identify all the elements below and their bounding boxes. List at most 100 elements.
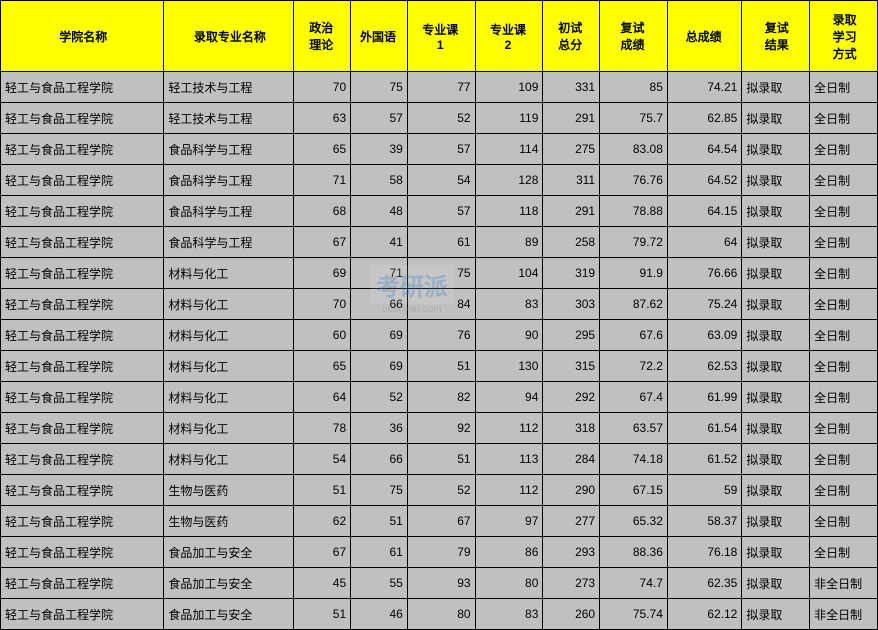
- table-cell: 67: [294, 537, 351, 568]
- table-cell: 75.7: [600, 103, 668, 134]
- table-cell: 轻工与食品工程学院: [1, 196, 164, 227]
- table-cell: 284: [543, 444, 600, 475]
- column-header: 复试成绩: [600, 1, 668, 72]
- table-cell: 全日制: [810, 72, 878, 103]
- table-cell: 食品加工与安全: [164, 568, 294, 599]
- table-cell: 材料与化工: [164, 258, 294, 289]
- table-cell: 拟录取: [742, 413, 810, 444]
- table-cell: 75: [407, 258, 475, 289]
- table-cell: 52: [407, 103, 475, 134]
- column-header: 初试总分: [543, 1, 600, 72]
- table-cell: 61: [407, 227, 475, 258]
- table-cell: 62.85: [667, 103, 741, 134]
- column-header: 政治理论: [294, 1, 351, 72]
- table-body: 轻工与食品工程学院轻工技术与工程7075771093318574.21拟录取全日…: [1, 72, 878, 630]
- table-cell: 319: [543, 258, 600, 289]
- table-cell: 260: [543, 599, 600, 630]
- table-cell: 57: [351, 103, 408, 134]
- table-cell: 76.18: [667, 537, 741, 568]
- table-cell: 58: [351, 165, 408, 196]
- table-cell: 318: [543, 413, 600, 444]
- table-cell: 112: [475, 475, 543, 506]
- table-cell: 拟录取: [742, 537, 810, 568]
- table-cell: 全日制: [810, 289, 878, 320]
- table-cell: 72.2: [600, 351, 668, 382]
- table-cell: 拟录取: [742, 599, 810, 630]
- table-cell: 69: [294, 258, 351, 289]
- column-header: 总成绩: [667, 1, 741, 72]
- table-cell: 拟录取: [742, 351, 810, 382]
- table-cell: 273: [543, 568, 600, 599]
- table-cell: 62.53: [667, 351, 741, 382]
- admission-table: 学院名称录取专业名称政治理论外国语专业课1专业课2初试总分复试成绩总成绩复试结果…: [0, 0, 878, 630]
- table-cell: 轻工与食品工程学院: [1, 165, 164, 196]
- table-row: 轻工与食品工程学院材料与化工7066848330387.6275.24拟录取全日…: [1, 289, 878, 320]
- table-cell: 51: [351, 506, 408, 537]
- table-cell: 拟录取: [742, 196, 810, 227]
- table-cell: 拟录取: [742, 506, 810, 537]
- table-cell: 60: [294, 320, 351, 351]
- table-cell: 113: [475, 444, 543, 475]
- table-cell: 54: [407, 165, 475, 196]
- table-cell: 食品科学与工程: [164, 196, 294, 227]
- table-cell: 拟录取: [742, 165, 810, 196]
- table-cell: 全日制: [810, 382, 878, 413]
- table-cell: 轻工与食品工程学院: [1, 289, 164, 320]
- table-cell: 全日制: [810, 320, 878, 351]
- table-cell: 食品科学与工程: [164, 134, 294, 165]
- table-cell: 63.09: [667, 320, 741, 351]
- table-cell: 291: [543, 103, 600, 134]
- table-cell: 83.08: [600, 134, 668, 165]
- table-cell: 86: [475, 537, 543, 568]
- table-cell: 48: [351, 196, 408, 227]
- table-cell: 112: [475, 413, 543, 444]
- table-cell: 61: [351, 537, 408, 568]
- table-row: 轻工与食品工程学院材料与化工54665111328474.1861.52拟录取全…: [1, 444, 878, 475]
- column-header: 专业课1: [407, 1, 475, 72]
- table-cell: 74.21: [667, 72, 741, 103]
- table-cell: 62.12: [667, 599, 741, 630]
- table-cell: 63: [294, 103, 351, 134]
- table-cell: 119: [475, 103, 543, 134]
- table-cell: 轻工技术与工程: [164, 103, 294, 134]
- table-cell: 非全日制: [810, 599, 878, 630]
- table-cell: 轻工与食品工程学院: [1, 351, 164, 382]
- table-cell: 全日制: [810, 134, 878, 165]
- table-cell: 76.76: [600, 165, 668, 196]
- table-cell: 79.72: [600, 227, 668, 258]
- table-cell: 64.52: [667, 165, 741, 196]
- table-cell: 291: [543, 196, 600, 227]
- table-cell: 78.88: [600, 196, 668, 227]
- table-cell: 67.6: [600, 320, 668, 351]
- table-cell: 67: [407, 506, 475, 537]
- table-cell: 78: [294, 413, 351, 444]
- table-cell: 75.24: [667, 289, 741, 320]
- table-cell: 71: [351, 258, 408, 289]
- table-cell: 97: [475, 506, 543, 537]
- table-row: 轻工与食品工程学院轻工技术与工程63575211929175.762.85拟录取…: [1, 103, 878, 134]
- table-cell: 104: [475, 258, 543, 289]
- table-cell: 拟录取: [742, 289, 810, 320]
- table-cell: 67: [294, 227, 351, 258]
- table-cell: 114: [475, 134, 543, 165]
- table-cell: 全日制: [810, 413, 878, 444]
- table-cell: 58.37: [667, 506, 741, 537]
- table-cell: 118: [475, 196, 543, 227]
- table-cell: 75: [351, 475, 408, 506]
- table-cell: 轻工与食品工程学院: [1, 72, 164, 103]
- table-cell: 轻工与食品工程学院: [1, 413, 164, 444]
- table-cell: 52: [351, 382, 408, 413]
- table-cell: 全日制: [810, 227, 878, 258]
- table-cell: 46: [351, 599, 408, 630]
- table-cell: 生物与医药: [164, 506, 294, 537]
- table-cell: 93: [407, 568, 475, 599]
- table-cell: 全日制: [810, 506, 878, 537]
- table-cell: 91.9: [600, 258, 668, 289]
- table-cell: 277: [543, 506, 600, 537]
- table-cell: 71: [294, 165, 351, 196]
- table-cell: 轻工与食品工程学院: [1, 537, 164, 568]
- column-header: 复试结果: [742, 1, 810, 72]
- table-cell: 51: [294, 475, 351, 506]
- table-cell: 64: [667, 227, 741, 258]
- table-cell: 材料与化工: [164, 382, 294, 413]
